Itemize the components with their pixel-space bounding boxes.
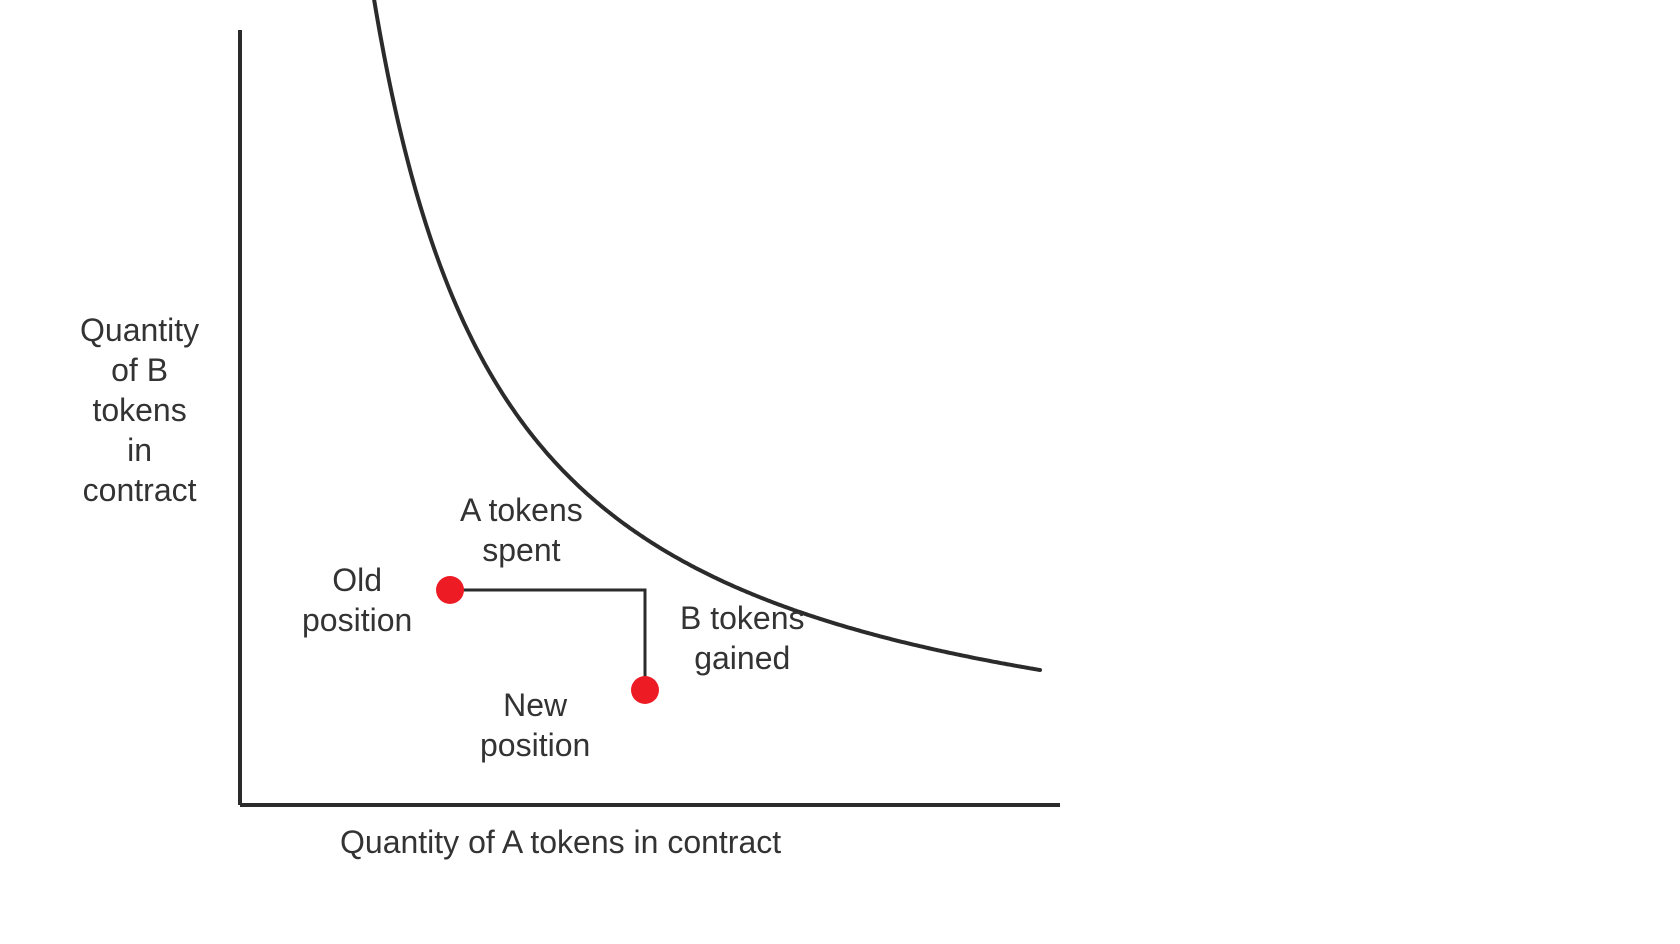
chart-container: Quantityof Btokensincontract Quantity of…	[0, 0, 1680, 944]
a-tokens-spent-label: A tokensspent	[460, 490, 583, 570]
chart-svg	[0, 0, 1680, 944]
x-axis-label: Quantity of A tokens in contract	[340, 822, 781, 862]
y-axis-label: Quantityof Btokensincontract	[80, 310, 199, 510]
old-position-label: Oldposition	[302, 560, 412, 640]
bottom-crop-fade	[0, 924, 1680, 944]
b-tokens-gained-label: B tokensgained	[680, 598, 805, 678]
new-position-label: Newposition	[480, 685, 590, 765]
